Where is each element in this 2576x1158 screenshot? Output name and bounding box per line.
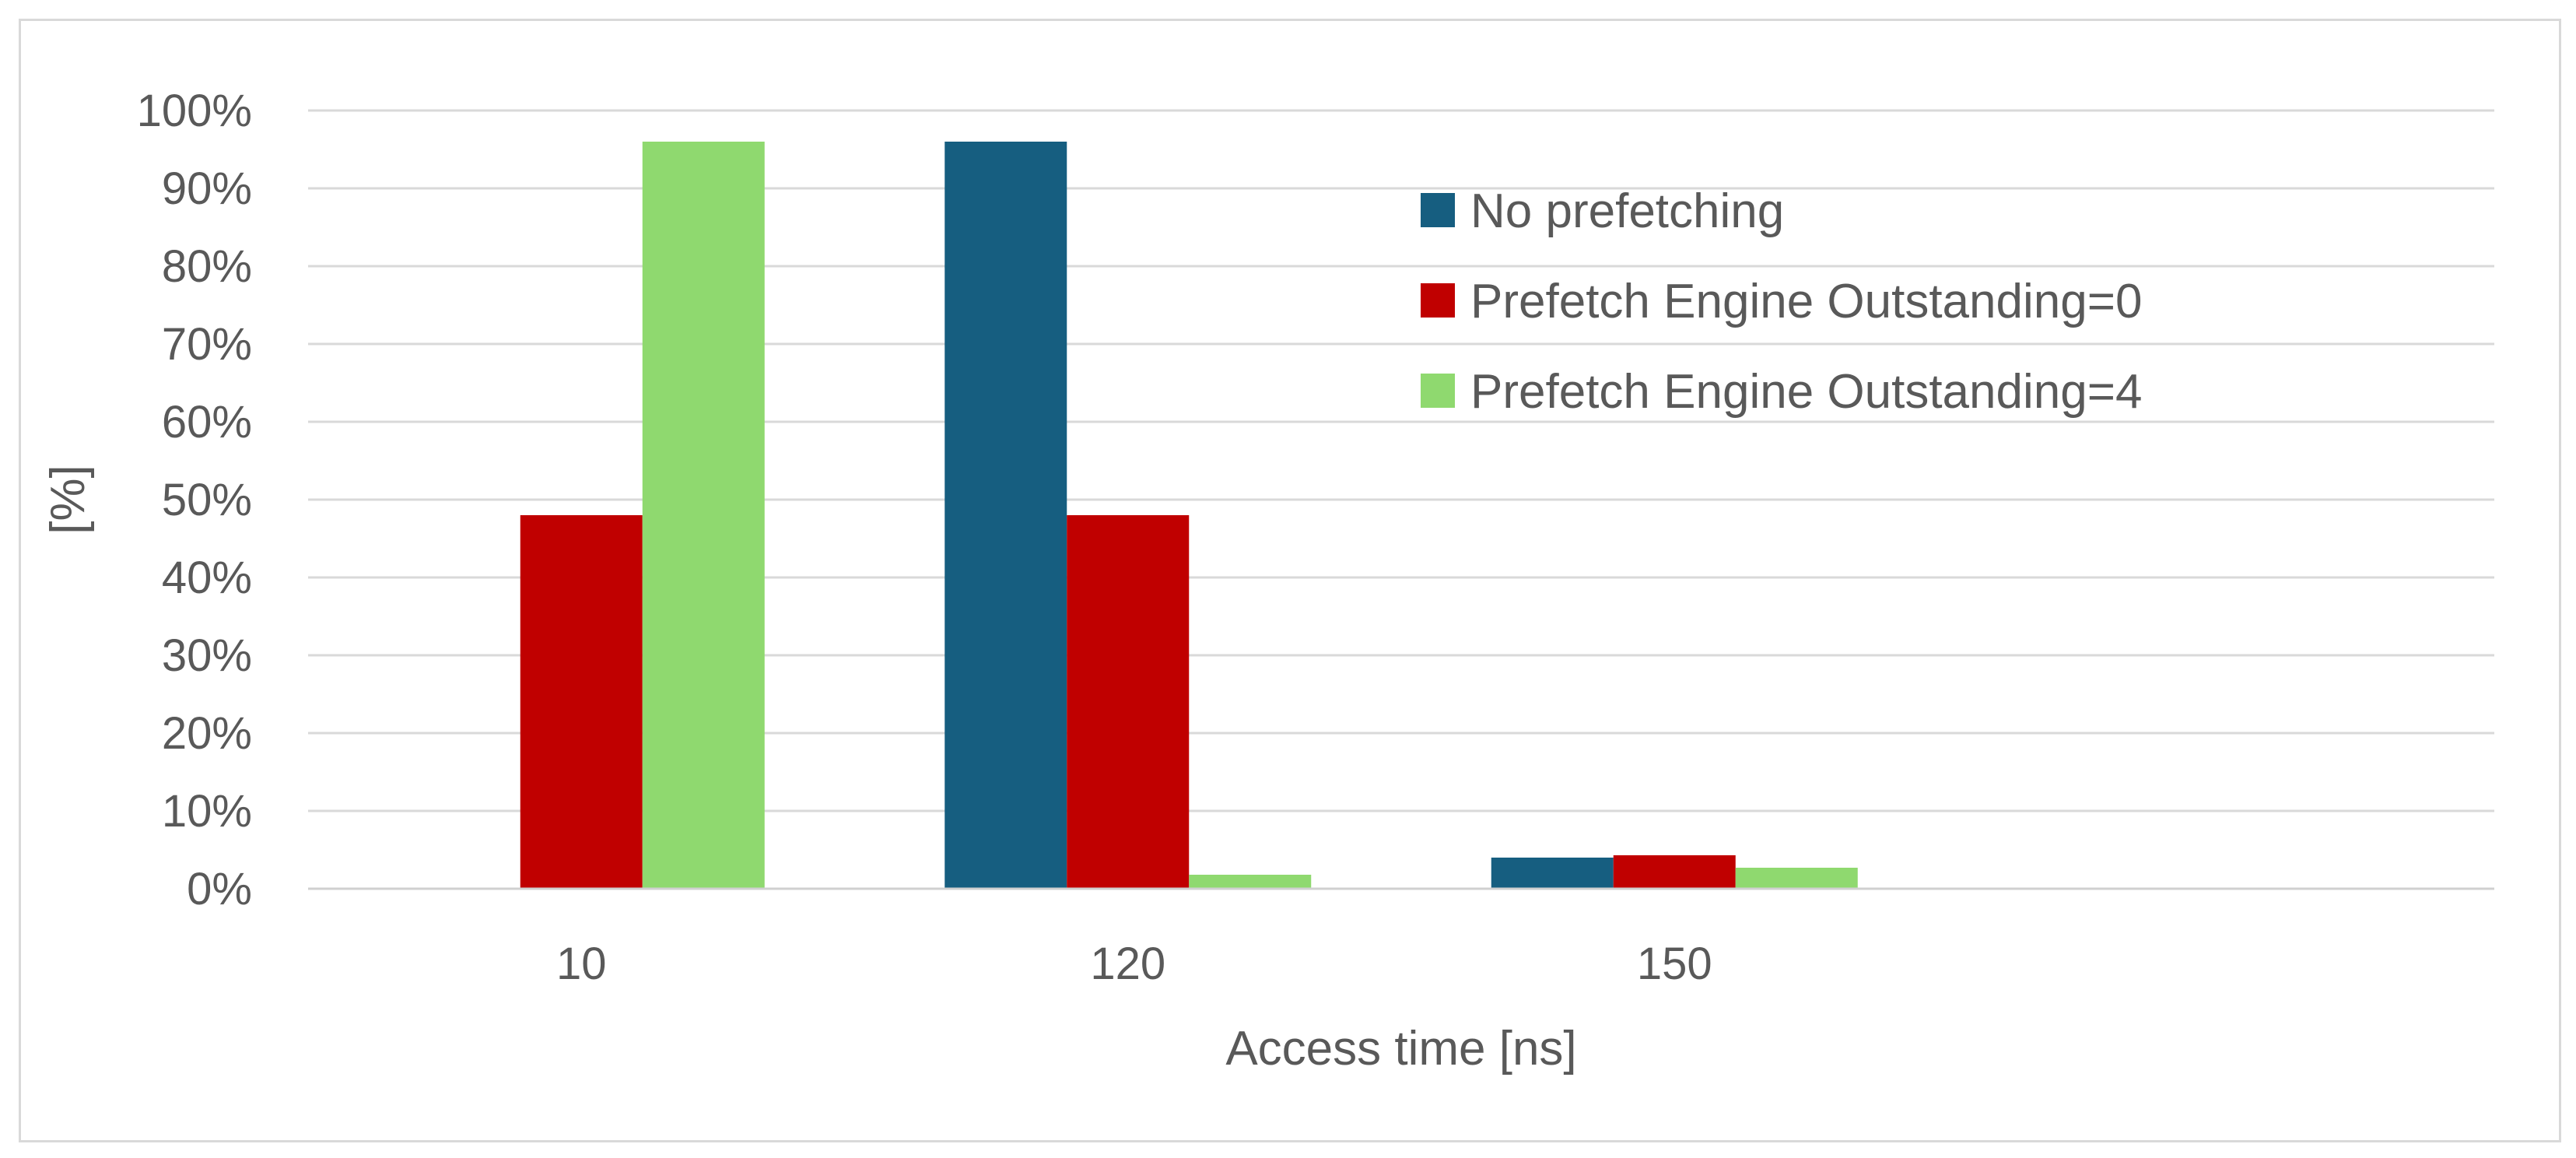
x-tick-label: 10 bbox=[556, 939, 607, 989]
y-tick-label: 10% bbox=[162, 786, 252, 837]
legend-label: Prefetch Engine Outstanding=0 bbox=[1470, 275, 2142, 328]
bars bbox=[520, 142, 1858, 889]
y-tick-label: 100% bbox=[137, 86, 252, 136]
x-axis-ticks: 10 120 150 bbox=[556, 939, 1712, 989]
bar bbox=[642, 142, 765, 889]
x-tick-label: 120 bbox=[1090, 939, 1165, 989]
legend-swatch bbox=[1421, 374, 1455, 408]
y-axis-title: [%] bbox=[41, 465, 95, 535]
legend-swatch bbox=[1421, 283, 1455, 318]
bar bbox=[1491, 858, 1614, 889]
legend-label: Prefetch Engine Outstanding=4 bbox=[1470, 365, 2142, 419]
y-tick-label: 0% bbox=[187, 864, 252, 914]
y-tick-label: 70% bbox=[162, 319, 252, 370]
y-tick-label: 20% bbox=[162, 708, 252, 759]
x-tick-label: 150 bbox=[1637, 939, 1712, 989]
y-tick-label: 90% bbox=[162, 163, 252, 214]
y-tick-label: 60% bbox=[162, 397, 252, 447]
bar bbox=[1613, 855, 1736, 889]
bar bbox=[1189, 875, 1312, 889]
legend-label: No prefetching bbox=[1470, 184, 1784, 238]
bar bbox=[520, 515, 643, 889]
x-axis-title: Access time [ns] bbox=[1225, 1022, 1576, 1076]
legend-swatch bbox=[1421, 193, 1455, 227]
y-tick-label: 50% bbox=[162, 475, 252, 525]
y-tick-label: 80% bbox=[162, 241, 252, 292]
bar bbox=[945, 142, 1067, 889]
y-tick-label: 40% bbox=[162, 553, 252, 603]
bar bbox=[1067, 515, 1190, 889]
y-axis-ticks: 0% 10% 20% 30% 40% 50% 60% 70% 80% 90% 100% bbox=[137, 86, 252, 914]
legend: No prefetching Prefetch Engine Outstandin… bbox=[1421, 184, 2142, 419]
chart-frame bbox=[19, 19, 2561, 1142]
bar bbox=[1735, 868, 1858, 889]
y-tick-label: 30% bbox=[162, 630, 252, 681]
